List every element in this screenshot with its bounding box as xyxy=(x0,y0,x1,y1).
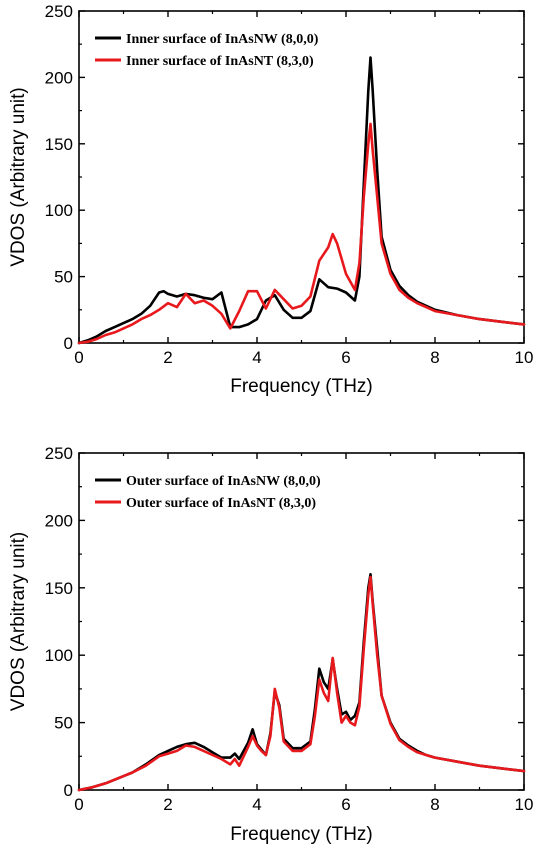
y-tick-label: 100 xyxy=(45,201,73,220)
x-tick-label: 8 xyxy=(430,348,439,367)
x-tick-label: 4 xyxy=(252,348,261,367)
y-axis-title: VDOS (Arbitrary unit) xyxy=(8,532,29,711)
legend-label: Outer surface of InAsNT (8,3,0) xyxy=(126,496,316,511)
y-tick-label: 250 xyxy=(45,444,73,463)
y-tick-label: 150 xyxy=(45,579,73,598)
y-tick-label: 200 xyxy=(45,68,73,87)
series-line-1 xyxy=(77,572,526,792)
y-tick-label: 0 xyxy=(64,334,73,353)
x-tick-label: 6 xyxy=(341,348,350,367)
y-tick-label: 50 xyxy=(54,714,73,733)
x-tick-label: 0 xyxy=(74,795,83,814)
x-axis-title: Frequency (THz) xyxy=(230,376,373,397)
x-tick-label: 2 xyxy=(163,795,172,814)
x-tick-label: 0 xyxy=(74,348,83,367)
y-tick-label: 100 xyxy=(45,646,73,665)
x-tick-label: 8 xyxy=(430,795,439,814)
x-tick-label: 4 xyxy=(252,795,261,814)
x-tick-label: 10 xyxy=(515,348,534,367)
series-line-2 xyxy=(77,575,526,792)
series-line-1 xyxy=(77,56,526,345)
x-tick-label: 6 xyxy=(341,795,350,814)
y-tick-label: 50 xyxy=(54,268,73,287)
series-line-2 xyxy=(77,122,526,345)
legend: Outer surface of InAsNW (8,0,0) Outer sur… xyxy=(95,474,321,511)
y-tick-label: 250 xyxy=(45,2,73,21)
y-tick-label: 200 xyxy=(45,511,73,530)
legend-label: Inner surface of InAsNT (8,3,0) xyxy=(126,54,314,69)
x-axis-title: Frequency (THz) xyxy=(230,824,373,845)
y-tick-label: 150 xyxy=(45,135,73,154)
legend: Inner surface of InAsNW (8,0,0) Inner sur… xyxy=(95,32,319,69)
y-axis-title: VDOS (Arbitrary unit) xyxy=(8,87,29,266)
legend-label: Inner surface of InAsNW (8,0,0) xyxy=(126,32,319,47)
y-tick-label: 0 xyxy=(64,781,73,800)
x-tick-label: 10 xyxy=(515,795,534,814)
x-tick-label: 2 xyxy=(163,348,172,367)
legend-label: Outer surface of InAsNW (8,0,0) xyxy=(126,474,321,489)
